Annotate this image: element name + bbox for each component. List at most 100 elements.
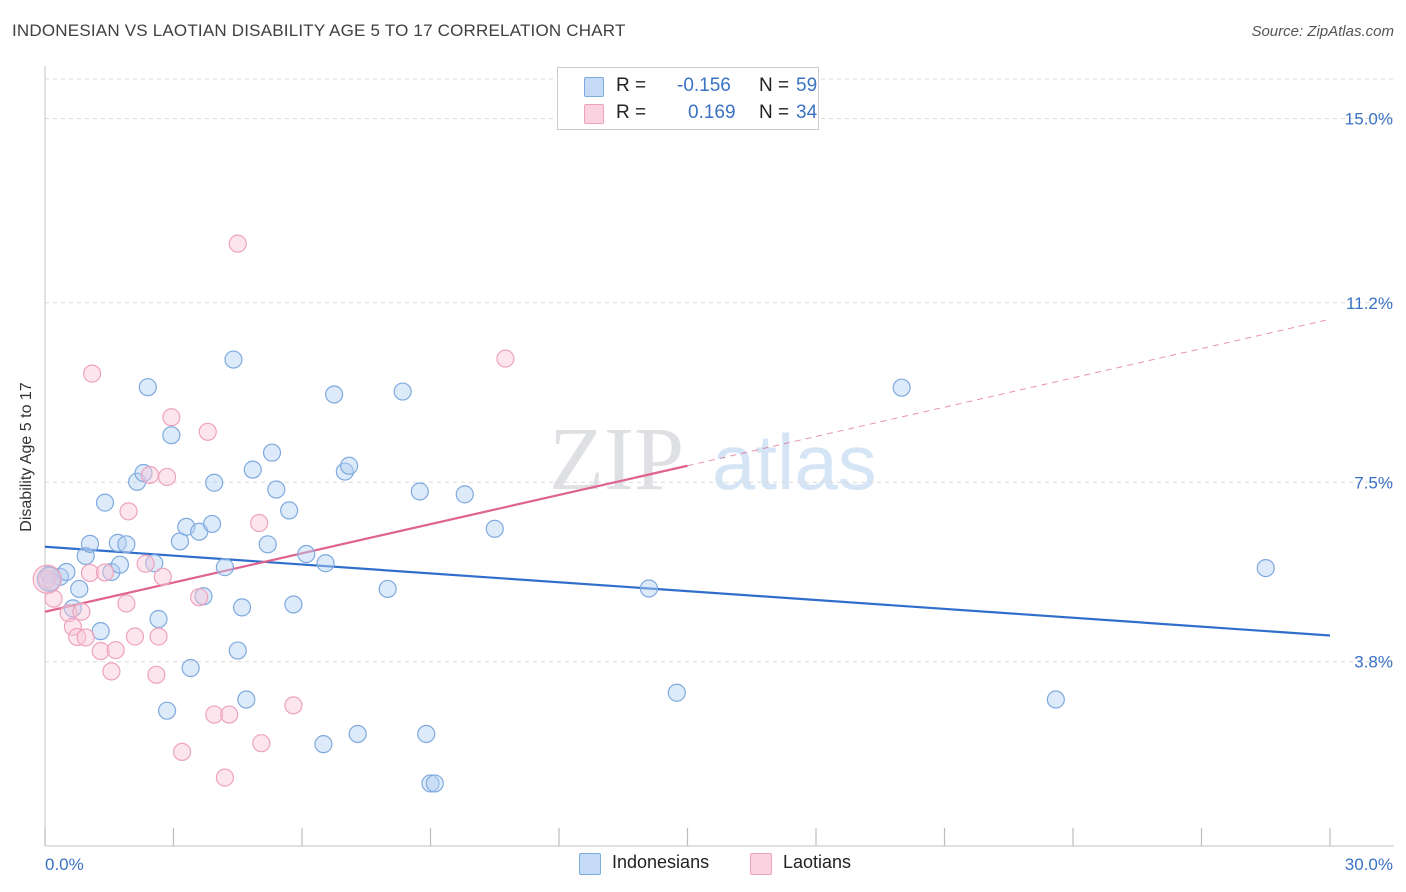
bottom-legend-swatch-indonesians	[579, 853, 601, 875]
laotian-point	[83, 364, 102, 383]
indonesian-point	[117, 535, 136, 554]
indonesian-point	[1046, 690, 1065, 709]
laotian-point	[38, 570, 57, 589]
indonesian-point	[314, 735, 333, 754]
legend-n-value: 59	[796, 75, 818, 96]
indonesian-point	[325, 385, 344, 404]
data-points	[32, 234, 1275, 793]
indonesian-point	[280, 501, 299, 520]
axes	[44, 66, 1394, 847]
indonesian-point	[1256, 558, 1275, 578]
bottom-legend-swatch-laotians	[750, 853, 772, 875]
watermark-zip: ZIP	[549, 410, 684, 509]
indonesian-point	[205, 473, 224, 492]
laotian-point	[119, 502, 138, 521]
laotian-point	[252, 734, 271, 753]
indonesian-point	[267, 480, 286, 499]
chart-title: INDONESIAN VS LAOTIAN DISABILITY AGE 5 T…	[12, 21, 626, 40]
laotian-point	[72, 602, 91, 621]
laotian-cluster-point	[32, 564, 62, 594]
laotian-point	[153, 567, 172, 586]
stats-legend: R = -0.156 N = 59 R = 0.169 N = 34	[557, 67, 819, 130]
laotian-point	[102, 662, 121, 681]
tick-labels: 3.8% 7.5% 11.2% 15.0% 0.0% 30.0%	[45, 110, 1393, 875]
indonesian-point	[228, 641, 247, 660]
legend-n-label: N =	[759, 102, 795, 123]
laotian-trend-line	[44, 464, 688, 613]
source-label: Source: ZipAtlas.com	[1251, 23, 1394, 40]
indonesian-point	[262, 443, 282, 462]
laotian-point	[228, 234, 247, 253]
x-tick-label: 30.0%	[1345, 855, 1393, 874]
indonesian-point	[410, 482, 429, 501]
legend-swatch-indonesians	[584, 77, 604, 97]
laotian-point	[198, 422, 217, 441]
legend-n-value: 34	[796, 102, 818, 123]
laotian-point	[91, 641, 110, 661]
grid	[45, 78, 1394, 663]
indonesian-point	[393, 382, 412, 401]
watermark-atlas: atlas	[712, 418, 877, 506]
indonesian-point	[95, 493, 115, 512]
laotian-point	[140, 465, 160, 485]
indonesian-point	[202, 514, 222, 534]
indonesian-point	[258, 535, 277, 554]
indonesian-point	[421, 774, 440, 793]
laotian-point	[284, 696, 303, 715]
laotian-point	[106, 640, 125, 660]
y-axis-label: Disability Age 5 to 17	[18, 382, 35, 532]
indonesian-point	[181, 658, 200, 678]
indonesian-point	[485, 519, 504, 538]
indonesian-point	[892, 378, 911, 397]
x-tick-label: 0.0%	[45, 855, 84, 874]
laotian-point	[250, 513, 269, 533]
laotian-point	[125, 627, 145, 646]
legend-r-label: R =	[616, 102, 652, 123]
laotian-point	[190, 588, 209, 607]
indonesian-point	[243, 460, 262, 479]
laotian-point	[157, 467, 177, 487]
indonesian-point	[639, 579, 659, 598]
indonesian-point	[378, 579, 397, 599]
indonesian-point	[425, 774, 444, 793]
laotian-point	[172, 742, 192, 762]
indonesian-point	[340, 456, 359, 475]
indonesian-point	[284, 595, 303, 614]
indonesian-point	[667, 683, 686, 702]
laotian-point	[95, 563, 115, 582]
indonesian-point	[348, 724, 367, 744]
laotian-point	[147, 665, 166, 684]
laotian-point	[80, 563, 100, 583]
laotian-point	[63, 617, 82, 636]
y-tick-label: 11.2%	[1346, 294, 1393, 313]
indonesian-point	[134, 463, 153, 483]
laotian-point	[149, 627, 168, 646]
laotian-point	[215, 768, 234, 787]
legend-r-value: 0.169	[688, 102, 736, 123]
bottom-legend-label: Laotians	[783, 852, 852, 872]
legend-swatch-laotians	[584, 104, 604, 124]
indonesian-point	[57, 562, 76, 582]
indonesian-point	[76, 546, 95, 566]
indonesian-point	[149, 609, 168, 629]
y-tick-label: 3.8%	[1354, 653, 1393, 672]
indonesian-point	[297, 544, 316, 564]
laotian-point	[136, 554, 155, 573]
y-tick-label: 15.0%	[1345, 110, 1393, 129]
laotian-point	[117, 594, 136, 613]
indonesian-point	[224, 350, 243, 369]
indonesian-point	[232, 598, 252, 617]
legend-r-label: R =	[616, 75, 652, 96]
indonesian-point	[455, 485, 474, 504]
indonesian-point	[162, 426, 181, 445]
laotian-point	[205, 705, 224, 724]
y-tick-label: 7.5%	[1354, 473, 1393, 492]
legend-n-label: N =	[759, 75, 795, 96]
laotian-point	[220, 705, 239, 724]
indonesian-point	[110, 555, 130, 574]
indonesian-point	[316, 554, 335, 573]
laotian-point	[76, 628, 95, 647]
trend-lines	[44, 318, 1331, 637]
laotian-point	[496, 349, 515, 368]
